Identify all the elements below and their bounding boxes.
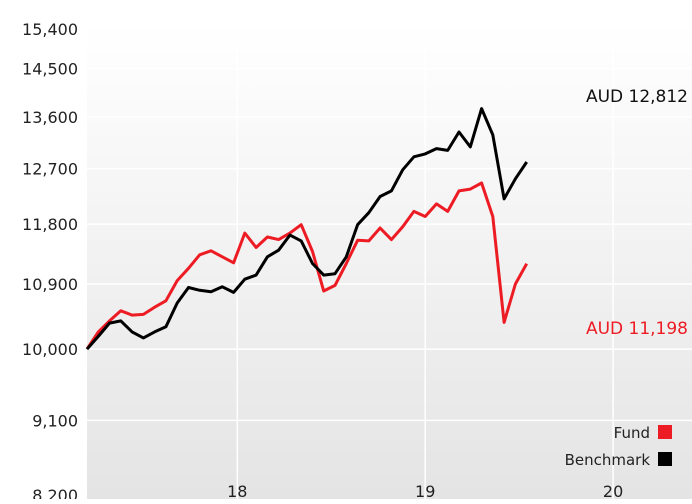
legend-label-fund: Fund — [614, 424, 650, 442]
legend-swatch-benchmark — [658, 452, 672, 466]
end-labels: AUD 12,812 AUD 11,198 — [586, 87, 688, 339]
end-label-benchmark: AUD 12,812 — [586, 87, 688, 107]
y-tick-label: 13,600 — [22, 108, 78, 127]
y-tick-label: 10,000 — [22, 340, 78, 359]
y-tick-label: 12,700 — [22, 160, 78, 179]
grid — [87, 23, 692, 499]
series-line-fund — [85, 181, 529, 350]
y-tick-label: 8,200 — [32, 486, 78, 499]
x-axis: 18 19 20 — [227, 482, 623, 501]
y-tick-label: 9,100 — [32, 411, 78, 430]
series-line-benchmark — [85, 107, 528, 351]
x-tick-label: 20 — [603, 482, 623, 499]
y-tick-label: 11,800 — [22, 215, 78, 234]
y-axis: 8,200 9,100 10,000 10,900 11,800 12,700 13,600… — [22, 20, 78, 504]
x-tick-label: 18 — [227, 482, 247, 499]
y-tick-label: 15,400 — [22, 20, 78, 39]
end-label-fund: AUD 11,198 — [586, 319, 688, 339]
series-lines — [85, 107, 529, 351]
legend: Fund Benchmark — [565, 424, 672, 469]
legend-swatch-fund — [658, 425, 672, 439]
legend-label-benchmark: Benchmark — [565, 451, 651, 469]
y-tick-label: 14,500 — [22, 59, 78, 78]
x-tick-label: 19 — [415, 482, 435, 499]
y-tick-label: 10,900 — [22, 275, 78, 294]
